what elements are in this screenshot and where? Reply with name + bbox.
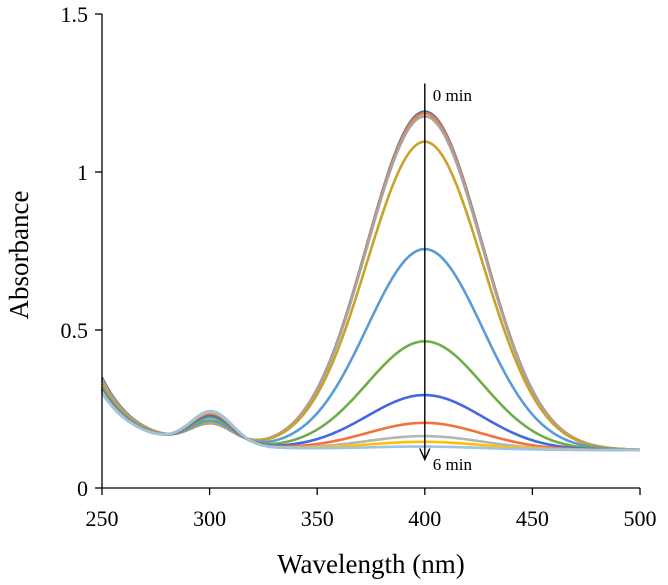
series-line-0	[100, 110, 641, 452]
x-tick-label: 250	[86, 506, 119, 531]
series-line-3	[100, 140, 641, 452]
annotation-label: 6 min	[433, 455, 473, 474]
x-axis-title: Wavelength (nm)	[277, 549, 465, 579]
arrow-head	[419, 448, 431, 462]
series-line-8	[100, 390, 641, 452]
series-layer	[100, 110, 641, 452]
y-tick-label: 0	[77, 476, 88, 501]
x-tick-label: 500	[624, 506, 657, 531]
x-tick-label: 300	[193, 506, 226, 531]
x-tick-label: 400	[408, 506, 441, 531]
x-tick-label: 450	[516, 506, 549, 531]
series-line-10	[100, 392, 640, 452]
series-line-4	[100, 247, 641, 452]
y-tick-label: 1.5	[61, 2, 89, 27]
series-line-2	[100, 115, 641, 452]
y-axis-title: Absorbance	[4, 191, 34, 320]
series-line-5	[100, 340, 641, 452]
x-tick-label: 350	[301, 506, 334, 531]
annotation-label: 0 min	[433, 86, 473, 105]
series-line-1	[100, 111, 641, 452]
y-tick-label: 0.5	[61, 318, 89, 343]
y-tick-label: 1	[77, 160, 88, 185]
tick-layer: 250 300 350 400 450 500 0 0.5 1 1.5	[61, 2, 657, 531]
annotation-layer: 0 min 6 min	[419, 83, 473, 474]
